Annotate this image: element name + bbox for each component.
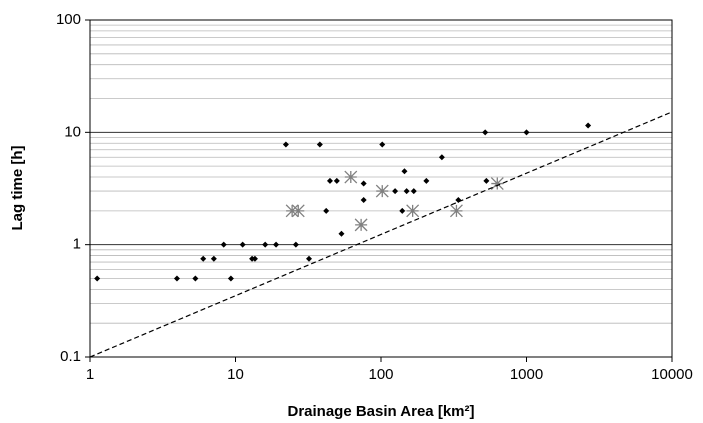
diamond-point xyxy=(523,129,530,136)
diamond-point xyxy=(403,188,410,195)
diamond-point xyxy=(251,255,258,262)
diamond-point xyxy=(360,196,367,203)
asterisk-point xyxy=(285,204,299,218)
diamond-point xyxy=(392,188,399,195)
diamond-point xyxy=(227,275,234,282)
diamond-point xyxy=(482,129,489,136)
trend-line xyxy=(89,111,673,358)
diamond-point xyxy=(220,241,227,248)
y-tick-label: 100 xyxy=(56,11,81,28)
diamond-point xyxy=(200,255,207,262)
diamond-point xyxy=(326,177,333,184)
diamond-point xyxy=(423,177,430,184)
asterisk-point xyxy=(344,170,358,184)
diamond-point xyxy=(399,207,406,214)
diamond-point xyxy=(438,154,445,161)
diamond-point xyxy=(323,207,330,214)
diamond-point xyxy=(455,196,462,203)
x-tick-label: 10000 xyxy=(651,366,693,383)
diamond-point xyxy=(333,177,340,184)
diamond-point xyxy=(360,180,367,187)
diamond-point xyxy=(282,141,289,148)
y-tick-label: 10 xyxy=(64,123,81,140)
diamond-point xyxy=(273,241,280,248)
asterisk-point xyxy=(375,184,389,198)
asterisk-point xyxy=(406,204,420,218)
diamond-point xyxy=(292,241,299,248)
asterisk-point xyxy=(449,204,463,218)
diamond-point xyxy=(173,275,180,282)
y-axis-title: Lag time [h] xyxy=(9,145,26,230)
diamond-point xyxy=(94,275,101,282)
diamond-point xyxy=(305,255,312,262)
diamond-point xyxy=(316,141,323,148)
diamond-point xyxy=(379,141,386,148)
x-tick-label: 1000 xyxy=(510,366,543,383)
diamond-point xyxy=(338,230,345,237)
x-axis-title: Drainage Basin Area [km²] xyxy=(287,403,474,420)
diamond-point xyxy=(239,241,246,248)
diamond-point xyxy=(410,188,417,195)
y-tick-label: 1 xyxy=(73,236,81,253)
diamond-point xyxy=(262,241,269,248)
diamond-point xyxy=(483,177,490,184)
x-tick-label: 10 xyxy=(227,366,244,383)
asterisk-point xyxy=(291,204,305,218)
diamond-point xyxy=(210,255,217,262)
y-tick-label: 0.1 xyxy=(60,348,81,365)
diamond-point xyxy=(585,122,592,129)
asterisk-point xyxy=(490,177,504,191)
plot-frame xyxy=(89,19,673,358)
x-tick-label: 100 xyxy=(368,366,393,383)
asterisk-point xyxy=(354,218,368,232)
diamond-point xyxy=(401,168,408,175)
diamond-point xyxy=(192,275,199,282)
x-tick-label: 1 xyxy=(86,366,94,383)
